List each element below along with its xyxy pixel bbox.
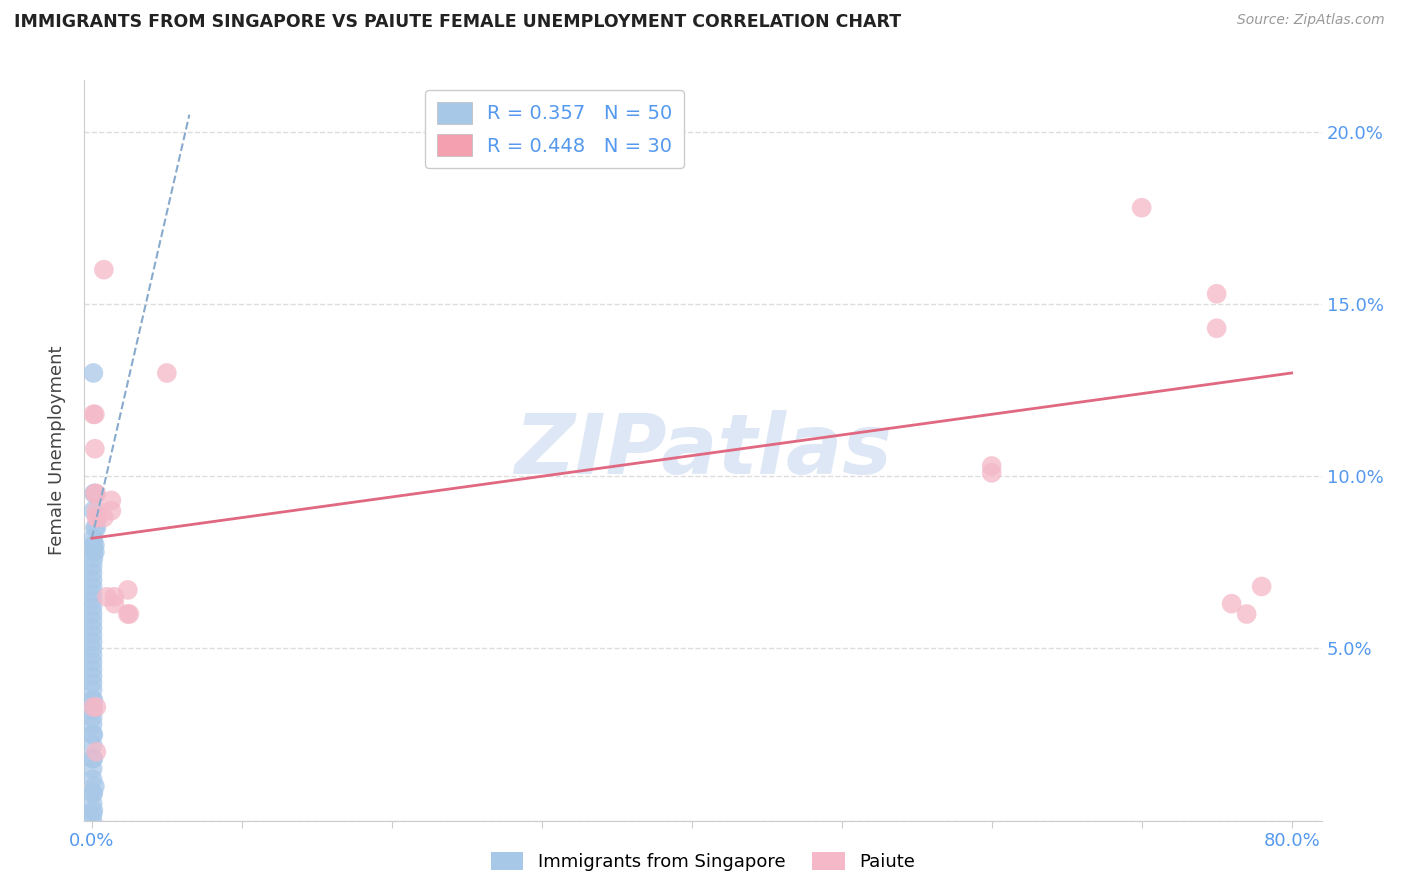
- Point: [86, 700, 108, 714]
- Point: [1250, 579, 1272, 593]
- Point: [93, 510, 115, 524]
- Point: [82, 648, 104, 663]
- Point: [82, 700, 104, 714]
- Point: [82, 693, 104, 707]
- Point: [82, 586, 104, 600]
- Point: [83, 486, 105, 500]
- Point: [86, 510, 108, 524]
- Point: [82, 772, 104, 787]
- Point: [82, 727, 104, 741]
- Point: [82, 504, 104, 518]
- Text: ZIPatlas: ZIPatlas: [515, 410, 891, 491]
- Point: [82, 693, 104, 707]
- Point: [82, 727, 104, 741]
- Legend: Immigrants from Singapore, Paiute: Immigrants from Singapore, Paiute: [484, 845, 922, 879]
- Point: [1205, 321, 1227, 335]
- Point: [86, 504, 108, 518]
- Point: [83, 486, 105, 500]
- Point: [82, 669, 104, 683]
- Point: [1220, 597, 1243, 611]
- Point: [82, 538, 104, 552]
- Point: [82, 579, 104, 593]
- Point: [980, 466, 1002, 480]
- Point: [117, 582, 139, 597]
- Point: [82, 797, 104, 811]
- Legend: R = 0.357   N = 50, R = 0.448   N = 30: R = 0.357 N = 50, R = 0.448 N = 30: [425, 90, 685, 168]
- Point: [82, 621, 104, 635]
- Point: [86, 521, 108, 535]
- Point: [82, 655, 104, 669]
- Point: [82, 803, 104, 817]
- Point: [82, 682, 104, 697]
- Point: [82, 573, 104, 587]
- Point: [93, 262, 115, 277]
- Point: [103, 597, 125, 611]
- Point: [83, 486, 105, 500]
- Point: [82, 762, 104, 776]
- Point: [82, 407, 104, 421]
- Point: [82, 717, 104, 731]
- Point: [980, 458, 1002, 473]
- Point: [82, 641, 104, 656]
- Text: Source: ZipAtlas.com: Source: ZipAtlas.com: [1237, 13, 1385, 28]
- Point: [86, 486, 108, 500]
- Point: [83, 779, 105, 793]
- Point: [82, 600, 104, 615]
- Point: [82, 628, 104, 642]
- Point: [1205, 286, 1227, 301]
- Point: [82, 558, 104, 573]
- Point: [82, 676, 104, 690]
- Text: IMMIGRANTS FROM SINGAPORE VS PAIUTE FEMALE UNEMPLOYMENT CORRELATION CHART: IMMIGRANTS FROM SINGAPORE VS PAIUTE FEMA…: [14, 13, 901, 31]
- Point: [83, 545, 105, 559]
- Point: [96, 590, 118, 604]
- Point: [82, 786, 104, 800]
- Point: [87, 510, 110, 524]
- Point: [83, 521, 105, 535]
- Point: [82, 566, 104, 580]
- Point: [1236, 607, 1258, 621]
- Point: [82, 662, 104, 676]
- Point: [82, 545, 104, 559]
- Point: [82, 531, 104, 545]
- Point: [1130, 201, 1153, 215]
- Point: [82, 593, 104, 607]
- Point: [82, 752, 104, 766]
- Point: [82, 786, 104, 800]
- Point: [82, 752, 104, 766]
- Point: [156, 366, 179, 380]
- Point: [83, 407, 105, 421]
- Point: [103, 590, 125, 604]
- Point: [83, 442, 105, 456]
- Point: [82, 710, 104, 724]
- Point: [82, 614, 104, 628]
- Y-axis label: Female Unemployment: Female Unemployment: [48, 346, 66, 555]
- Point: [117, 607, 139, 621]
- Point: [82, 814, 104, 828]
- Point: [82, 552, 104, 566]
- Point: [82, 703, 104, 717]
- Point: [118, 607, 141, 621]
- Point: [82, 366, 104, 380]
- Point: [86, 745, 108, 759]
- Point: [82, 806, 104, 821]
- Point: [82, 738, 104, 752]
- Point: [100, 504, 122, 518]
- Point: [82, 607, 104, 621]
- Point: [100, 493, 122, 508]
- Point: [83, 538, 105, 552]
- Point: [82, 634, 104, 648]
